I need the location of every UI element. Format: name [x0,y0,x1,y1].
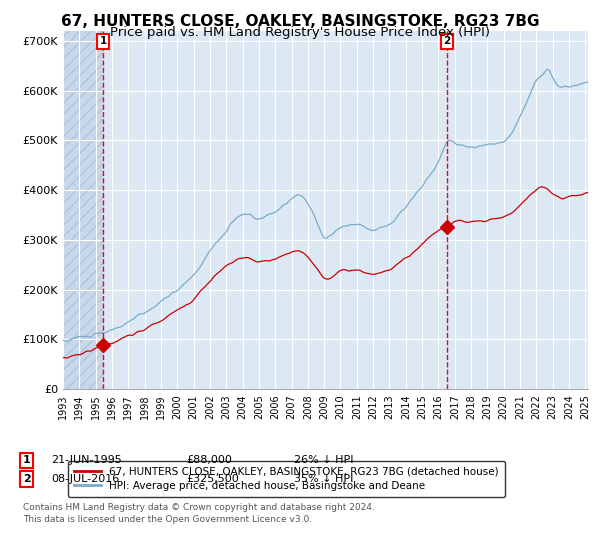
Text: £88,000: £88,000 [186,455,232,465]
Text: 26% ↓ HPI: 26% ↓ HPI [294,455,353,465]
Text: 35% ↓ HPI: 35% ↓ HPI [294,474,353,484]
Bar [63,31,103,389]
Text: £325,500: £325,500 [186,474,239,484]
Text: 2: 2 [443,36,451,46]
Text: 1: 1 [23,455,31,465]
Text: Contains HM Land Registry data © Crown copyright and database right 2024.
This d: Contains HM Land Registry data © Crown c… [23,503,374,524]
Text: 67, HUNTERS CLOSE, OAKLEY, BASINGSTOKE, RG23 7BG: 67, HUNTERS CLOSE, OAKLEY, BASINGSTOKE, … [61,14,539,29]
Text: 2: 2 [23,474,31,484]
Text: Price paid vs. HM Land Registry's House Price Index (HPI): Price paid vs. HM Land Registry's House … [110,26,490,39]
Legend: 67, HUNTERS CLOSE, OAKLEY, BASINGSTOKE, RG23 7BG (detached house), HPI: Average : 67, HUNTERS CLOSE, OAKLEY, BASINGSTOKE, … [68,461,505,497]
Text: 1: 1 [100,36,107,46]
Text: 08-JUL-2016: 08-JUL-2016 [51,474,119,484]
Text: 21-JUN-1995: 21-JUN-1995 [51,455,122,465]
